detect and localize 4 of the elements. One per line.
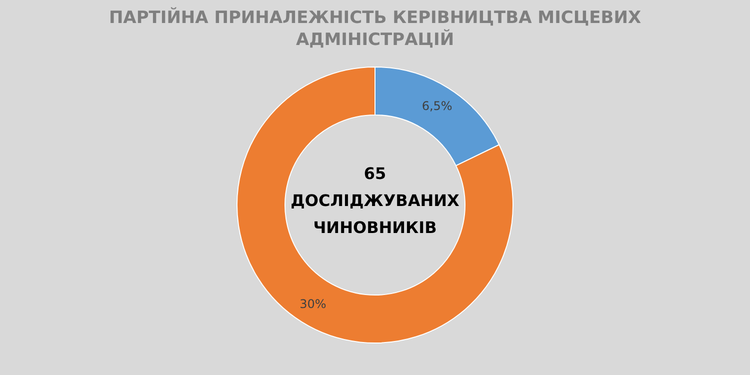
data-label: 6,5% (422, 98, 452, 113)
chart-title: ПАРТІЙНА ПРИНАЛЕЖНІСТЬ КЕРІВНИЦТВА МІСЦЕВИХ АДМІНІСТРАЦІЙ (108, 7, 642, 50)
data-label: 30% (300, 297, 326, 312)
text: 65 ДОСЛІДЖУВАНИХ ЧИНОВНИКІВ (290, 164, 460, 237)
